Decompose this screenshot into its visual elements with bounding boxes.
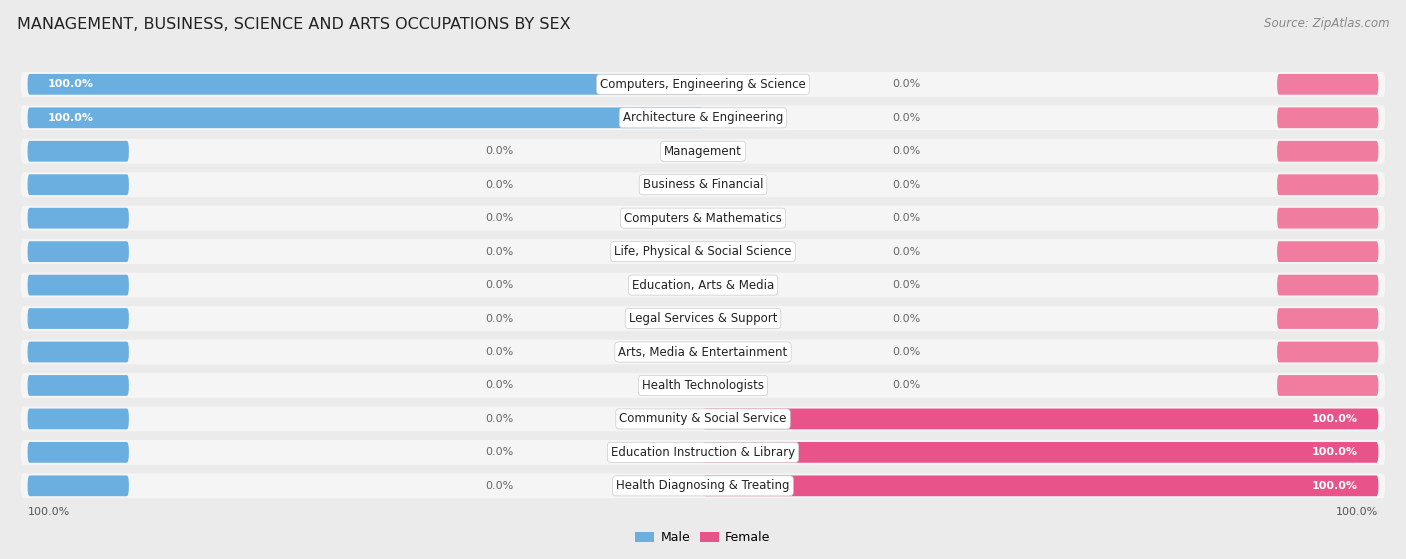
Text: Legal Services & Support: Legal Services & Support [628, 312, 778, 325]
Text: 100.0%: 100.0% [1312, 447, 1358, 457]
FancyBboxPatch shape [21, 239, 1385, 264]
FancyBboxPatch shape [1277, 208, 1378, 229]
Text: Health Diagnosing & Treating: Health Diagnosing & Treating [616, 479, 790, 492]
Text: 0.0%: 0.0% [485, 213, 513, 223]
FancyBboxPatch shape [21, 373, 1385, 398]
FancyBboxPatch shape [28, 74, 703, 94]
FancyBboxPatch shape [28, 442, 129, 463]
Text: 0.0%: 0.0% [893, 280, 921, 290]
FancyBboxPatch shape [21, 473, 1385, 498]
Text: 0.0%: 0.0% [893, 113, 921, 123]
FancyBboxPatch shape [1277, 342, 1378, 362]
FancyBboxPatch shape [1277, 375, 1378, 396]
Text: 0.0%: 0.0% [485, 414, 513, 424]
FancyBboxPatch shape [21, 206, 1385, 230]
FancyBboxPatch shape [1277, 241, 1378, 262]
Text: MANAGEMENT, BUSINESS, SCIENCE AND ARTS OCCUPATIONS BY SEX: MANAGEMENT, BUSINESS, SCIENCE AND ARTS O… [17, 17, 571, 32]
Text: Business & Financial: Business & Financial [643, 178, 763, 191]
Text: 0.0%: 0.0% [893, 247, 921, 257]
Text: 100.0%: 100.0% [1312, 414, 1358, 424]
Text: 0.0%: 0.0% [485, 146, 513, 157]
Text: 100.0%: 100.0% [48, 113, 94, 123]
Text: Management: Management [664, 145, 742, 158]
FancyBboxPatch shape [703, 476, 1378, 496]
Text: 0.0%: 0.0% [485, 179, 513, 190]
FancyBboxPatch shape [28, 107, 703, 128]
FancyBboxPatch shape [1277, 174, 1378, 195]
Text: Arts, Media & Entertainment: Arts, Media & Entertainment [619, 345, 787, 358]
FancyBboxPatch shape [28, 476, 129, 496]
FancyBboxPatch shape [28, 409, 129, 429]
FancyBboxPatch shape [28, 375, 129, 396]
FancyBboxPatch shape [28, 241, 129, 262]
Text: 100.0%: 100.0% [28, 507, 70, 517]
Text: Education, Arts & Media: Education, Arts & Media [631, 278, 775, 292]
FancyBboxPatch shape [21, 273, 1385, 297]
FancyBboxPatch shape [1277, 141, 1378, 162]
Text: 0.0%: 0.0% [893, 213, 921, 223]
FancyBboxPatch shape [703, 409, 1378, 429]
FancyBboxPatch shape [28, 274, 129, 296]
FancyBboxPatch shape [1277, 274, 1378, 296]
FancyBboxPatch shape [21, 106, 1385, 130]
Text: 0.0%: 0.0% [485, 381, 513, 391]
Text: 0.0%: 0.0% [485, 247, 513, 257]
Text: 0.0%: 0.0% [893, 347, 921, 357]
Text: 0.0%: 0.0% [485, 347, 513, 357]
FancyBboxPatch shape [21, 139, 1385, 164]
Text: Architecture & Engineering: Architecture & Engineering [623, 111, 783, 124]
Text: 0.0%: 0.0% [485, 481, 513, 491]
Text: Education Instruction & Library: Education Instruction & Library [612, 446, 794, 459]
FancyBboxPatch shape [28, 208, 129, 229]
FancyBboxPatch shape [28, 342, 129, 362]
Text: 100.0%: 100.0% [1336, 507, 1378, 517]
FancyBboxPatch shape [28, 308, 129, 329]
FancyBboxPatch shape [703, 442, 1378, 463]
Text: Community & Social Service: Community & Social Service [619, 413, 787, 425]
Text: 0.0%: 0.0% [485, 280, 513, 290]
FancyBboxPatch shape [28, 141, 129, 162]
Text: 100.0%: 100.0% [48, 79, 94, 89]
Text: 0.0%: 0.0% [485, 447, 513, 457]
Text: 0.0%: 0.0% [893, 146, 921, 157]
Text: Computers & Mathematics: Computers & Mathematics [624, 212, 782, 225]
FancyBboxPatch shape [21, 172, 1385, 197]
FancyBboxPatch shape [21, 340, 1385, 364]
Text: Source: ZipAtlas.com: Source: ZipAtlas.com [1264, 17, 1389, 30]
FancyBboxPatch shape [1277, 74, 1378, 94]
Text: Computers, Engineering & Science: Computers, Engineering & Science [600, 78, 806, 91]
Text: Life, Physical & Social Science: Life, Physical & Social Science [614, 245, 792, 258]
FancyBboxPatch shape [21, 406, 1385, 432]
Text: 0.0%: 0.0% [893, 381, 921, 391]
Text: 0.0%: 0.0% [893, 179, 921, 190]
Text: 0.0%: 0.0% [893, 79, 921, 89]
FancyBboxPatch shape [21, 440, 1385, 465]
Text: 100.0%: 100.0% [1312, 481, 1358, 491]
FancyBboxPatch shape [21, 72, 1385, 97]
FancyBboxPatch shape [21, 306, 1385, 331]
Text: Health Technologists: Health Technologists [643, 379, 763, 392]
Text: 0.0%: 0.0% [893, 314, 921, 324]
Legend: Male, Female: Male, Female [630, 526, 776, 549]
FancyBboxPatch shape [28, 174, 129, 195]
Text: 0.0%: 0.0% [485, 314, 513, 324]
FancyBboxPatch shape [1277, 308, 1378, 329]
FancyBboxPatch shape [1277, 107, 1378, 128]
